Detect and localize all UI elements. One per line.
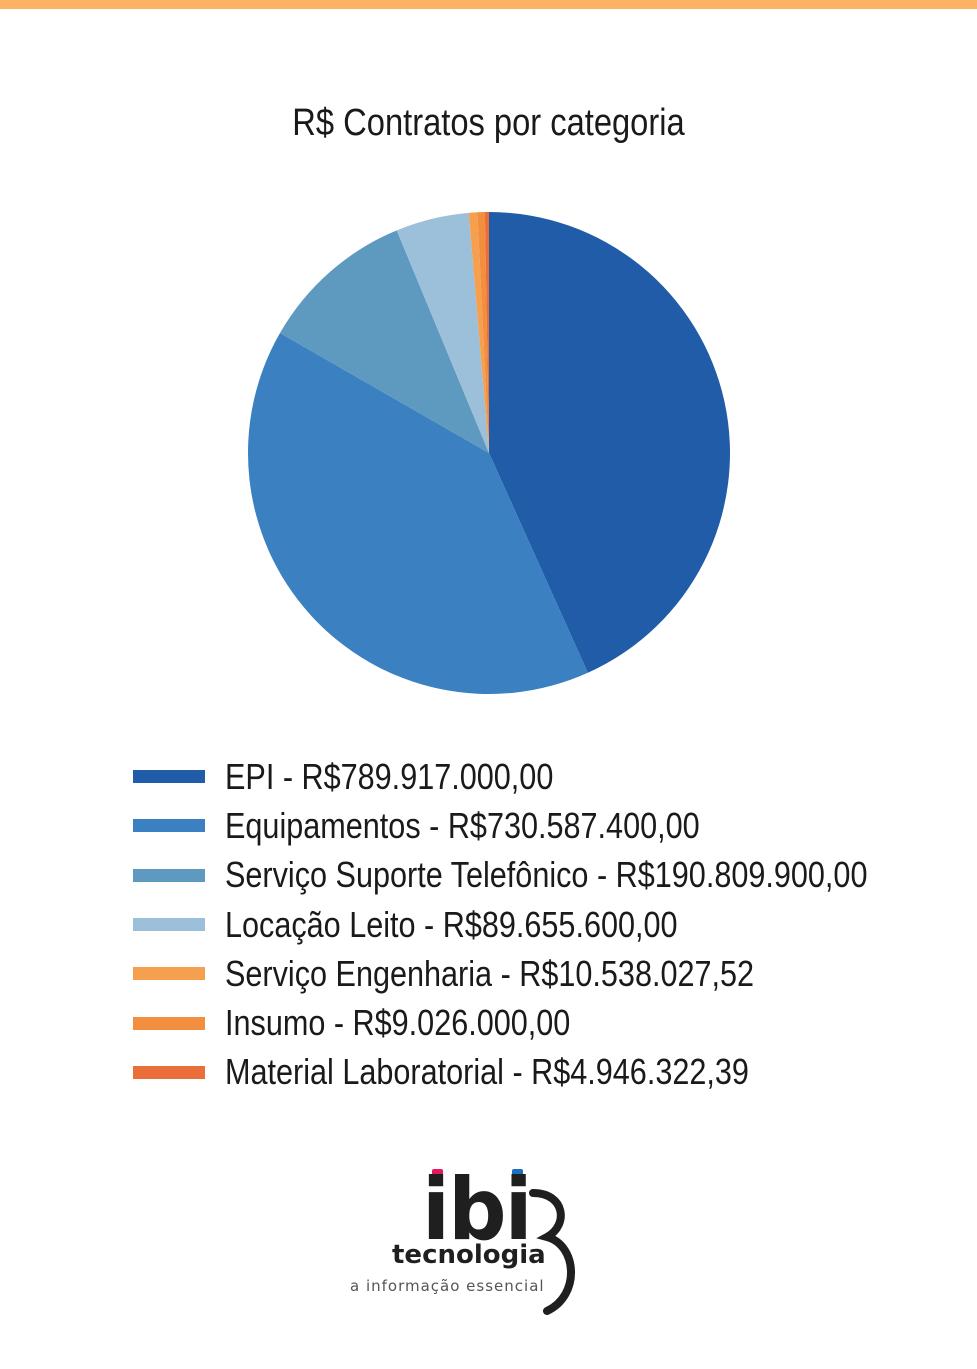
pie-slice-insumo — [477, 212, 489, 453]
logo-dot-left — [432, 1169, 443, 1180]
chart-title: R$ Contratos por categoria — [292, 102, 685, 144]
legend-item: Serviço Engenharia - R$10.538.027,52 — [133, 949, 977, 998]
legend-swatch — [133, 918, 205, 932]
logo-hook-mark — [529, 1189, 575, 1315]
legend-label: Serviço Engenharia - R$10.538.027,52 — [225, 952, 755, 994]
pie-chart — [247, 212, 731, 695]
pie-slice-epi — [489, 212, 731, 673]
logo-tagline: a informação essencial — [350, 1277, 545, 1295]
legend-swatch — [133, 819, 205, 833]
pie-slice-material-laboratorial — [484, 212, 489, 453]
legend-label: EPI - R$789.917.000,00 — [225, 755, 554, 797]
pie-slice-locacao-leito — [396, 212, 489, 453]
legend-label: Equipamentos - R$730.587.400,00 — [225, 804, 700, 846]
logo-subtitle: tecnologia — [392, 1240, 546, 1270]
legend-swatch — [133, 868, 205, 882]
legend-item: Insumo - R$9.026.000,00 — [133, 998, 977, 1047]
legend-label: Locação Leito - R$89.655.600,00 — [225, 903, 678, 945]
legend-swatch — [133, 770, 205, 784]
legend-item: Equipamentos - R$730.587.400,00 — [133, 801, 977, 850]
legend-item: Material Laboratorial - R$4.946.322,39 — [133, 1048, 977, 1097]
top-accent-bar — [0, 0, 977, 9]
legend-swatch — [133, 1016, 205, 1030]
pie-slice-servico-suporte-telefonico — [279, 230, 489, 453]
legend-item: Locação Leito - R$89.655.600,00 — [133, 900, 977, 949]
logo-dot-right — [512, 1169, 523, 1180]
legend-item: EPI - R$789.917.000,00 — [133, 752, 977, 801]
pie-slice-equipamentos — [247, 333, 588, 695]
legend-swatch — [133, 967, 205, 981]
ibi-logo: ibi tecnologia a informação essencial — [340, 1165, 600, 1315]
legend-label: Serviço Suporte Telefônico - R$190.809.9… — [225, 854, 868, 896]
legend-item: Serviço Suporte Telefônico - R$190.809.9… — [133, 851, 977, 900]
legend-label: Material Laboratorial - R$4.946.322,39 — [225, 1051, 749, 1093]
legend-label: Insumo - R$9.026.000,00 — [225, 1002, 571, 1044]
pie-slice-servico-engenharia — [468, 212, 489, 453]
chart-legend: EPI - R$789.917.000,00 Equipamentos - R$… — [133, 752, 977, 1097]
logo-wordmark: ibi — [422, 1160, 533, 1260]
legend-swatch — [133, 1065, 205, 1079]
